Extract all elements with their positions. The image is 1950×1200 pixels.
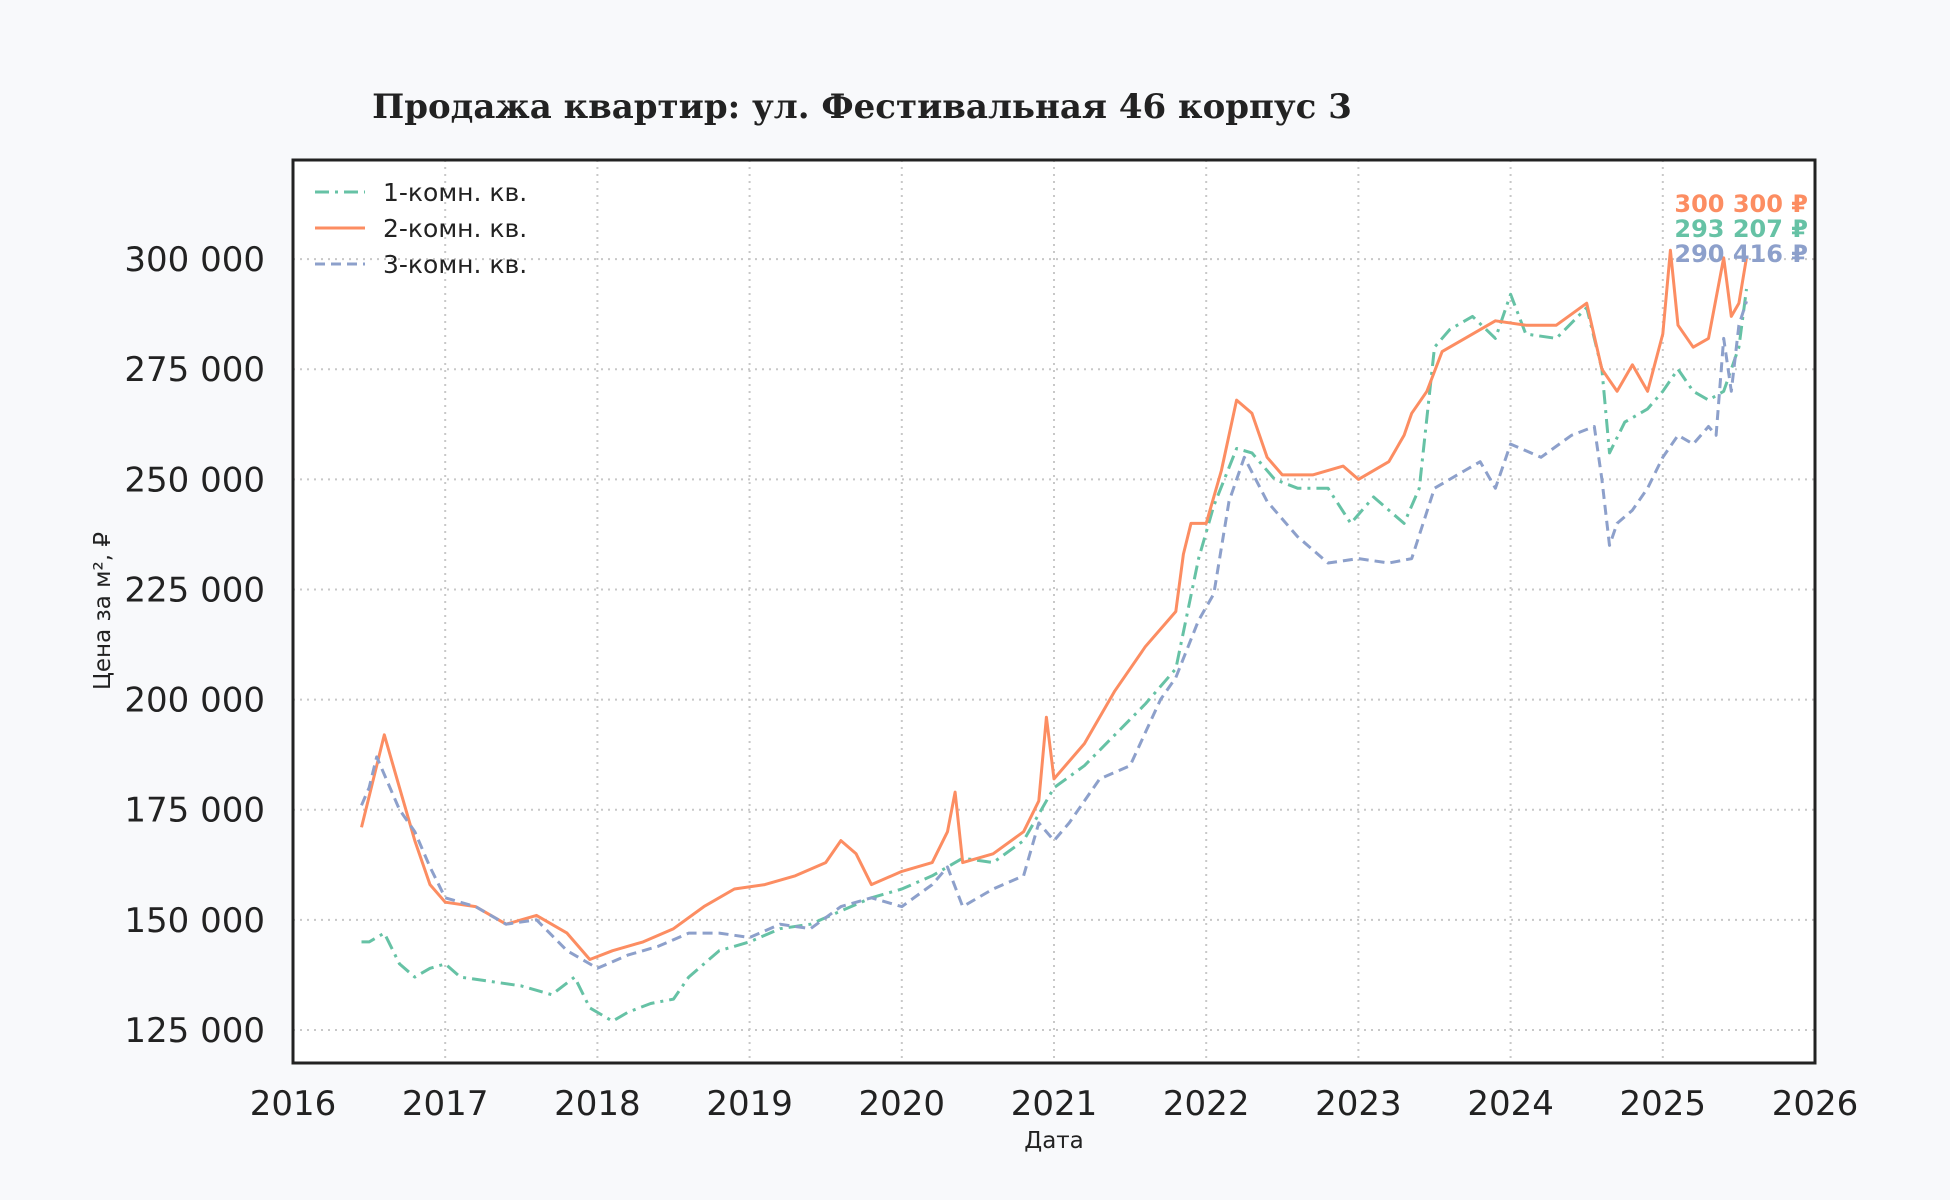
series-line-3 [360,300,1748,970]
x-tick-label: 2016 [250,1084,337,1124]
end-value-label-2: 300 300 ₽ [1674,190,1808,218]
x-tick-label: 2023 [1315,1084,1402,1124]
x-tick-label: 2025 [1620,1084,1707,1124]
x-tick-label: 2024 [1467,1084,1554,1124]
x-tick-label: 2018 [554,1084,641,1124]
plot-frame [291,158,1817,1065]
y-axis-label: Цена за м², ₽ [90,532,116,690]
legend: 1-комн. кв. 2-комн. кв. 3-комн. кв. [315,178,527,279]
series-line-2 [360,248,1748,961]
x-axis-label: Дата [1024,1128,1084,1154]
tick-layer: 2016 2017 2018 2019 2020 2021 2022 2023 2024 2025… [124,240,1858,1124]
x-tick-label: 2017 [402,1084,489,1124]
chart-title: Продажа квартир: ул. Фестивальная 46 кор… [372,87,1352,127]
legend-label-3: 3-комн. кв. [383,250,527,279]
x-tick-label: 2022 [1163,1084,1250,1124]
end-label-layer: 300 300 ₽293 207 ₽290 416 ₽ [1674,190,1808,268]
x-tick-label: 2026 [1772,1084,1859,1124]
end-value-label-1: 293 207 ₽ [1674,215,1808,243]
y-tick-label: 175 000 [124,791,265,831]
legend-label-2: 2-комн. кв. [383,214,527,243]
y-tick-label: 225 000 [124,570,265,610]
y-tick-label: 125 000 [124,1011,265,1051]
series-layer [360,248,1748,1023]
y-tick-label: 200 000 [124,681,265,721]
y-tick-label: 250 000 [124,460,265,500]
x-tick-label: 2019 [706,1084,793,1124]
y-tick-label: 275 000 [124,350,265,390]
x-tick-label: 2020 [859,1084,946,1124]
plot-background [293,160,1815,1063]
x-tick-label: 2021 [1011,1084,1098,1124]
y-tick-label: 300 000 [124,240,265,280]
end-value-label-3: 290 416 ₽ [1674,240,1808,268]
y-tick-label: 150 000 [124,901,265,941]
legend-label-1: 1-комн. кв. [383,178,527,207]
